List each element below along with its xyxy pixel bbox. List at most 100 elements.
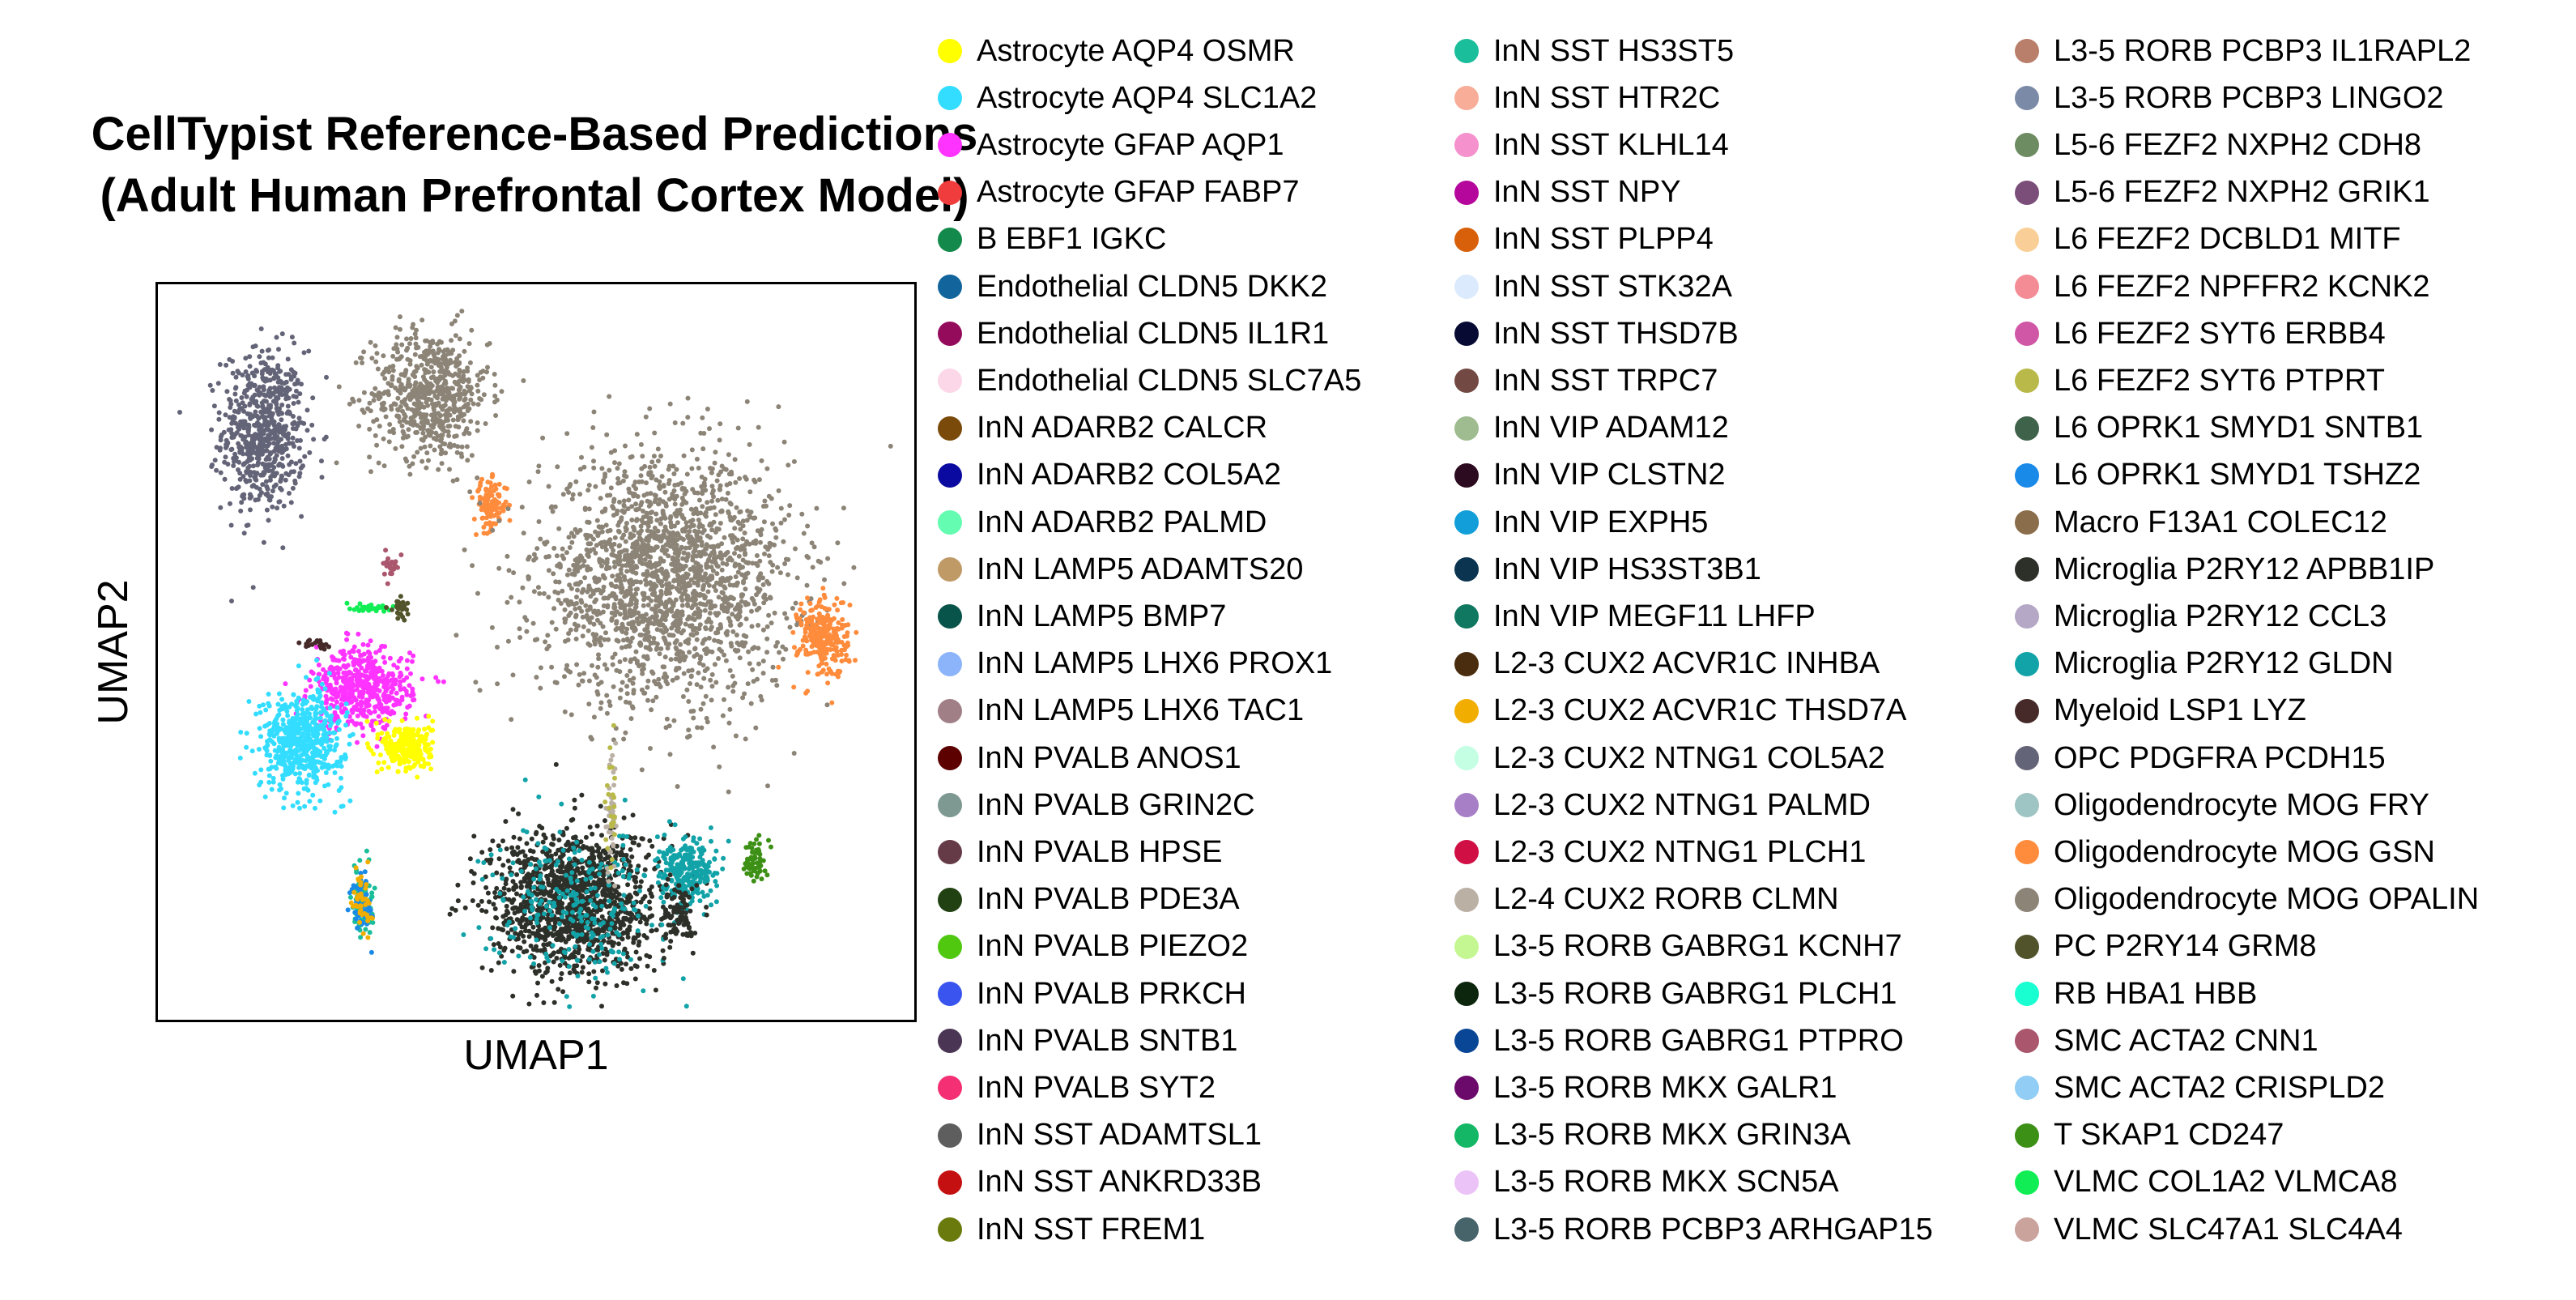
scatter-point [730,688,736,694]
scatter-point [726,720,732,726]
scatter-point [627,610,632,616]
scatter-point [630,680,636,686]
scatter-point [258,390,263,396]
scatter-point [824,647,830,652]
scatter-point [296,663,301,669]
scatter-point [621,637,626,643]
scatter-point [368,672,374,678]
scatter-point [700,602,706,607]
scatter-point [441,441,446,446]
scatter-point [762,498,768,504]
scatter-point [233,398,239,403]
scatter-point [310,792,316,798]
scatter-point [709,527,715,533]
scatter-point [485,364,490,370]
scatter-point [836,620,841,625]
scatter-point [267,737,273,743]
scatter-point [679,612,685,618]
scatter-point [538,685,543,691]
scatter-point [593,550,598,556]
scatter-point [819,604,824,610]
scatter-point [340,803,346,809]
scatter-point [718,577,724,582]
scatter-point [677,650,683,655]
scatter-point [652,499,658,505]
scatter-point [734,633,739,637]
plot-area [155,282,917,1022]
scatter-point [741,643,747,649]
scatter-point [811,544,817,550]
scatter-point [223,454,228,460]
scatter-point [627,489,632,495]
scatter-point [717,437,722,443]
scatter-point [264,448,270,454]
scatter-point [288,744,294,749]
scatter-point [824,702,830,708]
scatter-point [598,700,604,705]
scatter-point [713,603,717,609]
scatter-point [715,543,721,549]
scatter-point [688,674,694,680]
scatter-point [421,356,427,361]
scatter-point [621,473,627,479]
scatter-point [608,450,614,455]
scatter-point [679,501,685,507]
scatter-point [758,532,764,538]
scatter-point [560,546,565,552]
scatter-point [737,475,743,481]
scatter-point [845,630,850,636]
scatter-point [210,388,215,393]
scatter-point [761,519,767,525]
scatter-point [258,409,264,415]
scatter-point [430,740,436,745]
scatter-point [760,575,765,581]
scatter-point [321,745,327,751]
scatter-point [270,488,275,494]
scatter-point [629,625,635,631]
scatter-point [755,676,760,682]
scatter-point [419,318,425,323]
scatter-point [321,756,327,761]
scatter-point [536,519,542,524]
scatter-point [649,473,655,479]
scatter-point [492,498,497,504]
scatter-point [425,742,431,748]
scatter-point [643,520,649,526]
scatter-point [449,351,454,356]
scatter-point [334,759,340,765]
scatter-point [291,414,296,419]
scatter-point [674,586,679,591]
scatter-point [604,667,610,672]
scatter-point [709,671,715,677]
scatter-point [396,378,402,384]
scatter-point [507,518,513,523]
scatter-point [454,313,460,318]
scatter-point [393,402,398,407]
scatter-point [382,726,388,731]
scatter-point [452,433,458,439]
scatter-point [753,538,759,543]
scatter-point [303,710,309,716]
scatter-point [776,664,781,670]
scatter-point [491,521,496,526]
scatter-point [810,565,815,570]
scatter-point [386,718,392,724]
scatter-point [761,600,767,606]
scatter-point [786,556,791,562]
scatter-point [709,470,714,475]
scatter-point [680,556,686,561]
scatter-point [640,590,645,596]
scatter-point [674,618,679,624]
scatter-point [293,704,299,710]
scatter-point [540,435,546,441]
scatter-point [561,556,567,561]
scatter-point [681,579,687,585]
scatter-point [781,439,787,445]
scatter-point [436,375,442,381]
scatter-point [711,505,717,510]
scatter-point [292,373,297,379]
scatter-point [760,582,766,587]
scatter-point [386,369,392,375]
scatter-point [502,485,508,491]
scatter-point [304,786,309,791]
